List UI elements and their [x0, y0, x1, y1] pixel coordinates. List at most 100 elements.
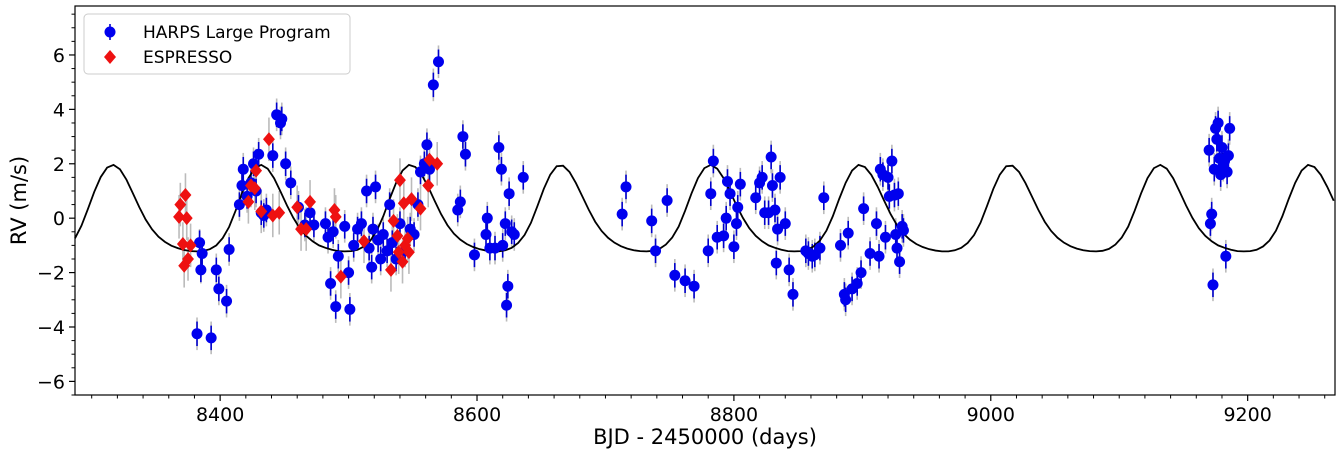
- harps-point: [481, 212, 493, 224]
- espresso-point: [291, 200, 304, 215]
- harps-point: [205, 332, 217, 344]
- harps-point: [646, 215, 658, 227]
- harps-point: [355, 218, 367, 230]
- espresso-point: [401, 231, 414, 246]
- harps-point: [897, 224, 909, 236]
- plot-frame: [74, 5, 1336, 396]
- harps-point: [1203, 144, 1215, 156]
- harps-point: [253, 148, 265, 160]
- espresso-point: [179, 188, 192, 203]
- harps-point: [501, 299, 513, 311]
- harps-point: [236, 180, 248, 192]
- harps-point: [1212, 117, 1224, 129]
- harps-point: [233, 199, 245, 211]
- espresso-point: [178, 258, 191, 273]
- harps-point: [1220, 250, 1232, 262]
- y-tick-label: −6: [37, 371, 65, 393]
- espresso-point: [176, 237, 189, 252]
- harps-point: [730, 218, 742, 230]
- espresso-point: [431, 156, 444, 171]
- harps-point: [756, 171, 768, 183]
- harps-point: [325, 277, 337, 289]
- harps-point: [454, 196, 466, 208]
- y-tick-label: −4: [37, 317, 65, 339]
- espresso-point: [180, 211, 193, 226]
- harps-point: [415, 166, 427, 178]
- harps-point: [891, 242, 903, 254]
- espresso-point: [242, 194, 255, 209]
- harps-point: [840, 294, 852, 306]
- harps-point: [835, 239, 847, 251]
- harps-point: [766, 180, 778, 192]
- harps-point: [705, 188, 717, 200]
- espresso-point: [250, 163, 263, 178]
- harps-point: [1222, 150, 1234, 162]
- harps-point: [344, 303, 356, 315]
- x-tick-label: 9200: [1223, 404, 1271, 426]
- harps-point: [339, 220, 351, 232]
- harps-point: [1224, 122, 1236, 134]
- harps-point: [499, 218, 511, 230]
- model-curve: [74, 163, 1335, 253]
- espresso-point: [396, 254, 409, 269]
- x-tick-label: 8400: [196, 404, 244, 426]
- harps-point: [858, 203, 870, 215]
- espresso-point: [273, 205, 286, 220]
- harps-point: [818, 192, 830, 204]
- harps-point: [276, 113, 288, 125]
- harps-point: [237, 163, 249, 175]
- harps-point: [1207, 279, 1219, 291]
- harps-point: [882, 171, 894, 183]
- x-tick-label: 8600: [453, 404, 501, 426]
- harps-point: [502, 280, 514, 292]
- harps-point: [196, 248, 208, 260]
- harps-point: [194, 237, 206, 249]
- harps-point: [493, 141, 505, 153]
- harps-point: [873, 250, 885, 262]
- espresso-point: [300, 222, 313, 237]
- espresso-point: [385, 262, 397, 277]
- harps-point: [720, 212, 732, 224]
- harps-point: [223, 243, 235, 255]
- espresso-point: [329, 209, 342, 224]
- espresso-point: [402, 245, 415, 260]
- espresso-point: [182, 251, 194, 266]
- harps-point: [1206, 208, 1218, 220]
- harps-point: [1221, 166, 1233, 178]
- espresso-point: [174, 197, 187, 212]
- model-layer: [74, 163, 1335, 253]
- harps-point: [468, 249, 480, 261]
- legend: HARPS Large Program ESPRESSO: [83, 13, 351, 75]
- harps-point: [308, 219, 320, 231]
- espresso-point: [414, 201, 427, 216]
- harps-point: [267, 150, 279, 162]
- harps-point: [213, 283, 225, 295]
- harps-point: [669, 269, 681, 281]
- harps-point: [459, 148, 471, 160]
- harps-point: [864, 248, 876, 260]
- espresso-point: [422, 178, 435, 193]
- harps-point: [769, 204, 781, 216]
- espresso-point: [392, 245, 405, 260]
- y-tick-label: 0: [53, 208, 65, 230]
- espresso-point: [387, 213, 400, 228]
- harps-point: [343, 267, 355, 279]
- espresso-point: [255, 204, 268, 219]
- harps-point: [508, 229, 520, 241]
- harps-point: [732, 201, 744, 213]
- y-tick-label: −2: [37, 263, 65, 285]
- harps-point: [285, 177, 297, 189]
- harps-point: [765, 151, 777, 163]
- harps-point: [495, 163, 507, 175]
- harps-point: [734, 178, 746, 190]
- harps-point: [421, 139, 433, 151]
- harps-point: [370, 181, 382, 193]
- espresso-point: [248, 181, 261, 196]
- y-tick-label: 2: [53, 154, 65, 176]
- legend-espresso-diamond: [104, 50, 116, 64]
- harps-point: [718, 230, 730, 242]
- espresso-point: [358, 234, 370, 249]
- harps-point: [427, 79, 439, 91]
- harps-point: [280, 158, 292, 170]
